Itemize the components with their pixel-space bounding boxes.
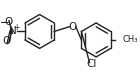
Text: O: O — [5, 17, 13, 27]
Text: O: O — [3, 36, 11, 46]
Text: N: N — [9, 26, 17, 37]
Text: CH₃: CH₃ — [122, 35, 138, 44]
Text: +: + — [13, 23, 20, 32]
Text: Cl: Cl — [87, 59, 97, 69]
Text: −: − — [0, 16, 10, 29]
Text: O: O — [68, 22, 77, 32]
